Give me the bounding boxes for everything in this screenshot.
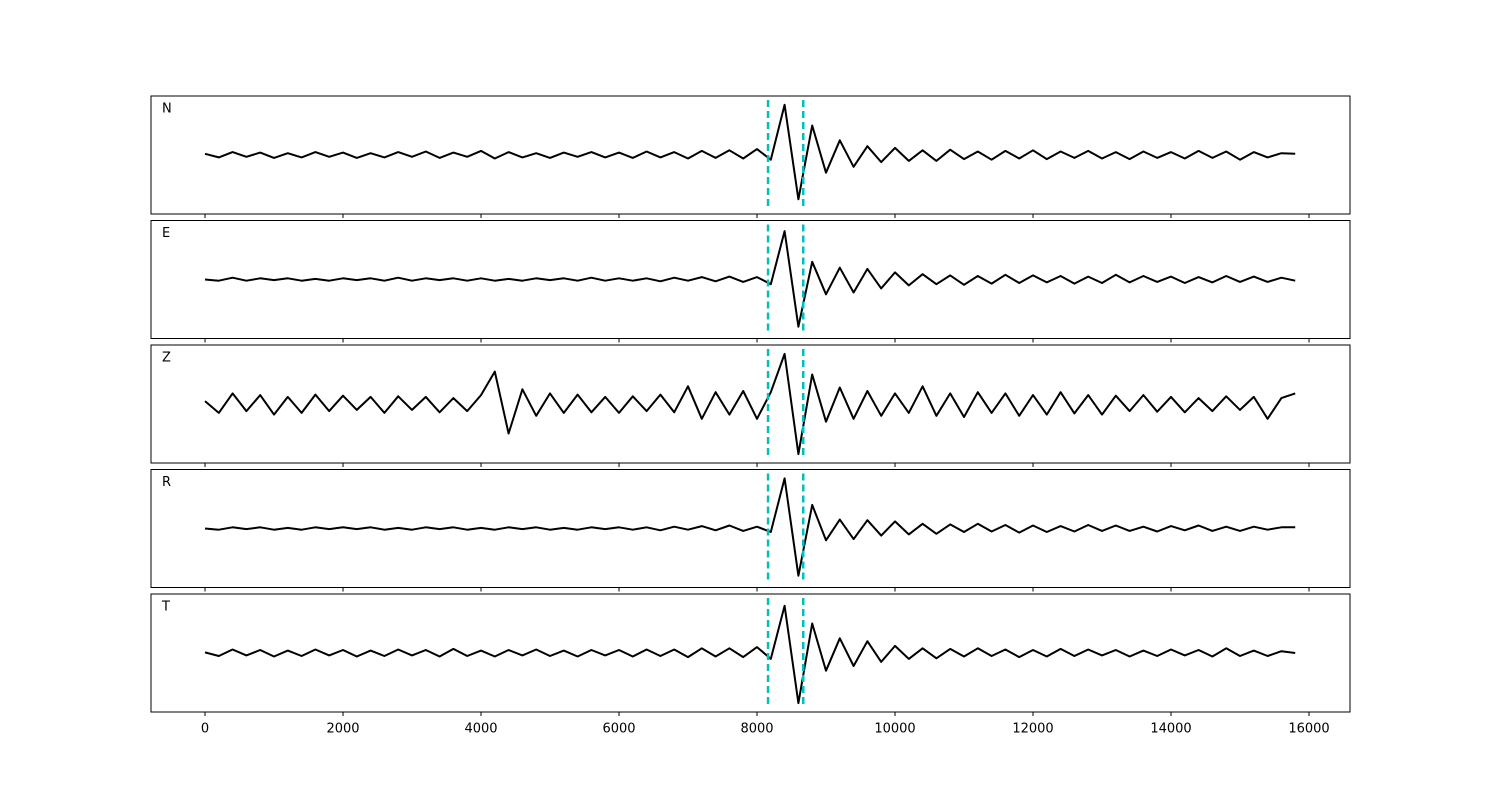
waveform xyxy=(204,477,1296,577)
panel-frame xyxy=(150,344,1351,464)
panel-label: R xyxy=(162,475,171,490)
panel-label: N xyxy=(162,102,172,117)
x-tick-label: 2000 xyxy=(326,722,359,737)
panel-frame xyxy=(150,469,1351,588)
x-tick-label: 10000 xyxy=(874,722,915,737)
x-tick-label: 14000 xyxy=(1150,722,1191,737)
waveform xyxy=(204,230,1296,328)
panel-label: T xyxy=(161,600,170,615)
panel-label: Z xyxy=(162,351,171,366)
x-tick-label: 12000 xyxy=(1012,722,1053,737)
waveform xyxy=(204,103,1296,201)
x-tick-label: 16000 xyxy=(1288,722,1329,737)
x-tick-label: 8000 xyxy=(740,722,773,737)
panel-frame xyxy=(150,95,1351,215)
panel-frame xyxy=(150,593,1351,713)
x-tick-label: 0 xyxy=(201,722,209,737)
x-tick-label: 4000 xyxy=(464,722,497,737)
panel-label: E xyxy=(162,226,170,241)
waveform xyxy=(204,352,1296,456)
x-tick-label: 6000 xyxy=(602,722,635,737)
waveform xyxy=(204,604,1296,705)
panel-frame xyxy=(150,220,1351,339)
